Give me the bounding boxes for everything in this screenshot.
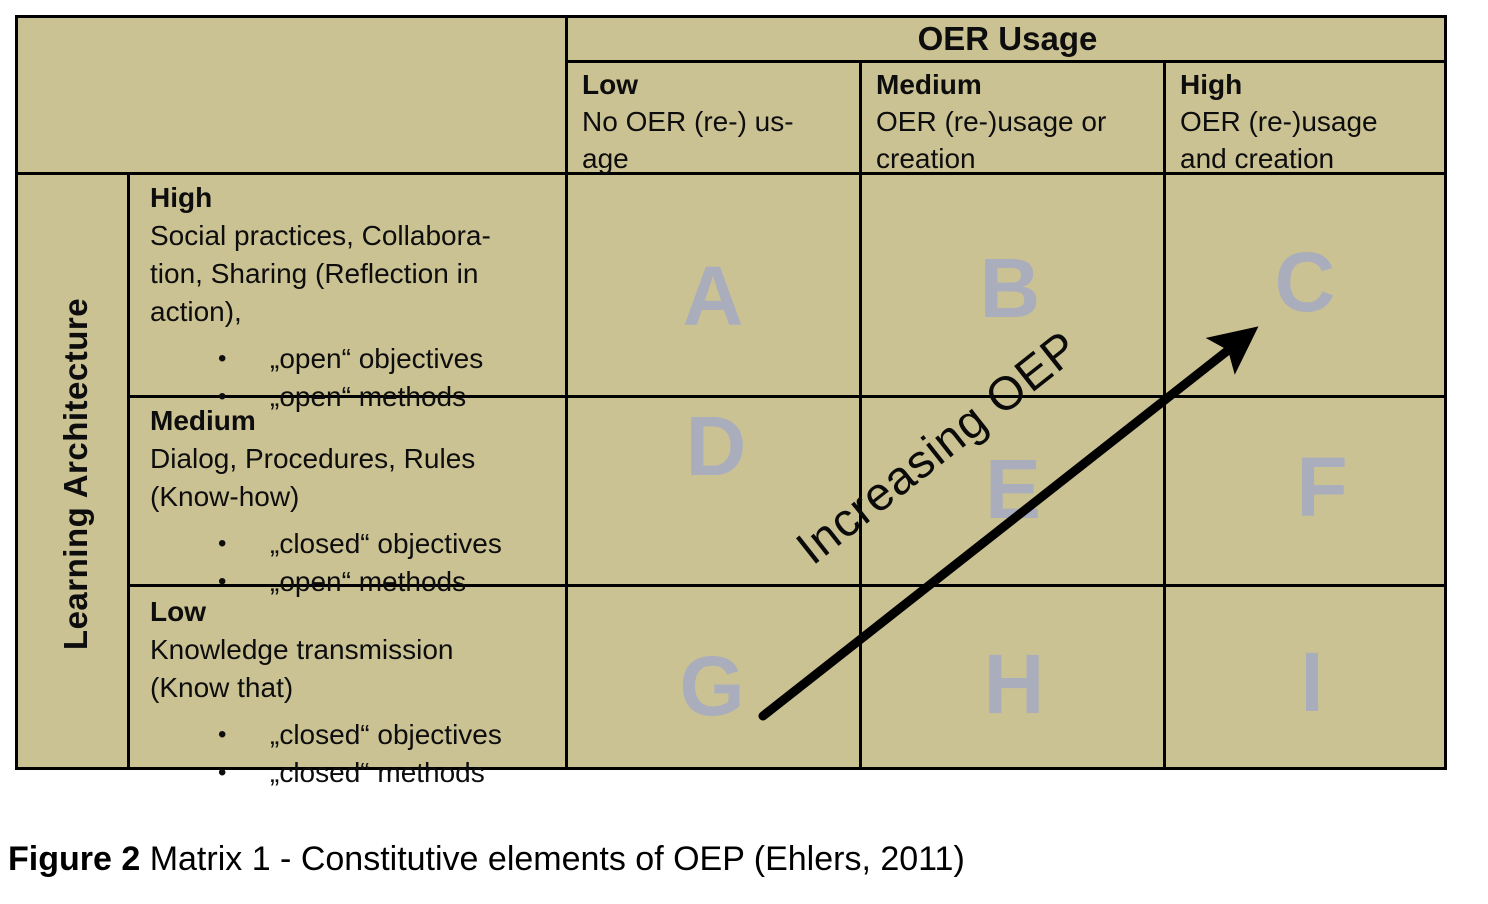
bullet-icon: • xyxy=(218,383,227,410)
row-label-high: High xyxy=(150,182,213,213)
grid-line-vertical-low-medium xyxy=(859,60,862,767)
bullet-icon: • xyxy=(218,759,227,786)
bullet-icon: • xyxy=(218,568,227,595)
cell-letter-c: C xyxy=(1274,235,1336,329)
bullet-item: • „closed“ objectives xyxy=(150,525,582,563)
column-label-medium: Medium xyxy=(876,69,982,100)
bullet-item: • „open“ methods xyxy=(150,563,582,601)
column-header-medium: Medium OER (re-)usage or creation xyxy=(876,66,1151,177)
bullet-list: • „open“ objectives • „open“ methods xyxy=(150,340,582,416)
side-header-learning-architecture: Learning Architecture xyxy=(57,297,94,651)
column-header-low: Low No OER (re-) us- age xyxy=(582,66,847,177)
column-label-high: High xyxy=(1180,69,1243,100)
row-desc-line: (Know that) xyxy=(150,672,294,703)
row-desc-line: tion, Sharing (Reflection in xyxy=(150,258,479,289)
bullet-text: „open“ objectives xyxy=(270,343,484,374)
row-header-low: Low Knowledge transmission (Know that) •… xyxy=(130,589,582,788)
column-label-low: Low xyxy=(582,69,638,100)
column-header-high: High OER (re-)usage and creation xyxy=(1180,66,1435,177)
row-desc-line: (Know-how) xyxy=(150,481,300,512)
column-desc-line: OER (re-)usage or xyxy=(876,106,1107,137)
cell-letter-b: B xyxy=(979,241,1041,335)
bullet-item: • „open“ objectives xyxy=(150,340,582,378)
cell-letter-i: I xyxy=(1300,635,1324,729)
column-desc-line: No OER (re-) us- xyxy=(582,106,794,137)
bullet-item: • „closed“ methods xyxy=(150,754,582,792)
row-label-low: Low xyxy=(150,596,206,627)
bullet-icon: • xyxy=(218,345,227,372)
column-desc-line: age xyxy=(582,143,629,174)
bullet-item: • „closed“ objectives xyxy=(150,716,582,754)
column-desc-line: and creation xyxy=(1180,143,1335,174)
grid-line-vertical-headers xyxy=(565,18,568,767)
grid-line-vertical-side-strip xyxy=(127,172,130,767)
bullet-list: • „closed“ objectives • „open“ methods xyxy=(150,525,582,601)
cell-letter-g: G xyxy=(679,639,745,733)
row-desc-line: action), xyxy=(150,296,242,327)
grid-line-header-body xyxy=(18,172,1444,175)
cell-letter-a: A xyxy=(682,249,744,343)
cell-letter-h: H xyxy=(983,637,1045,731)
cell-letter-f: F xyxy=(1296,440,1348,534)
bullet-text: „open“ methods xyxy=(270,566,467,597)
cell-letter-e: E xyxy=(984,442,1042,536)
figure-caption-text: Matrix 1 - Constitutive elements of OEP … xyxy=(140,840,965,878)
column-desc-line: OER (re-)usage xyxy=(1180,106,1378,137)
figure-caption-number: Figure 2 xyxy=(8,840,141,878)
row-desc-line: Knowledge transmission xyxy=(150,634,454,665)
bullet-text: „closed“ objectives xyxy=(270,719,502,750)
bullet-item: • „open“ methods xyxy=(150,378,582,416)
column-desc-line: creation xyxy=(876,143,976,174)
grid-line-under-oer-usage xyxy=(565,60,1444,63)
bullet-text: „closed“ methods xyxy=(270,757,485,788)
oep-matrix-table: OER Usage Low No OER (re-) us- age Mediu… xyxy=(15,15,1447,788)
cell-letter-d: D xyxy=(685,399,747,493)
bullet-text: „open“ methods xyxy=(270,381,467,412)
row-desc-line: Dialog, Procedures, Rules xyxy=(150,443,476,474)
figure-caption: Figure 2 Matrix 1 - Constitutive element… xyxy=(8,840,965,879)
bullet-text: „closed“ objectives xyxy=(270,528,502,559)
bullet-icon: • xyxy=(218,530,227,557)
row-label-medium: Medium xyxy=(150,405,256,436)
row-header-medium: Medium Dialog, Procedures, Rules (Know-h… xyxy=(130,398,582,597)
row-desc-line: Social practices, Collabora- xyxy=(150,220,491,251)
bullet-list: • „closed“ objectives • „closed“ methods xyxy=(150,716,582,792)
grid-line-vertical-medium-high xyxy=(1163,60,1166,767)
bullet-icon: • xyxy=(218,721,227,748)
table-header-oer-usage: OER Usage xyxy=(917,20,1098,57)
arrow-label: Increasing OEP xyxy=(785,319,1089,575)
row-header-high: High Social practices, Collabora- tion, … xyxy=(130,175,582,412)
